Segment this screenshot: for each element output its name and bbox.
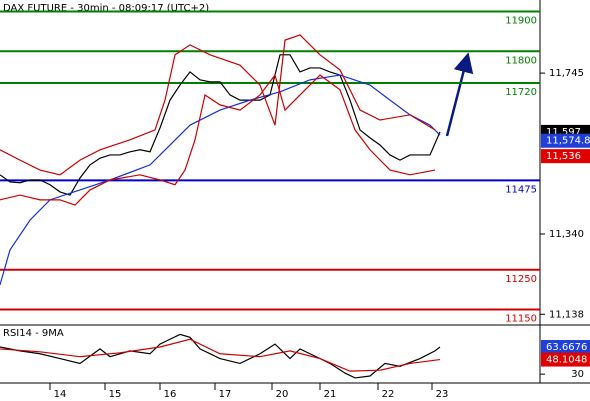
price-marker bbox=[541, 133, 590, 148]
level-label: 11150 bbox=[505, 314, 537, 325]
trend-arrow bbox=[445, 52, 474, 137]
level-label: 11475 bbox=[505, 184, 537, 195]
chart-title: DAX FUTURE - 30min - 08:09:17 (UTC+2) bbox=[3, 3, 209, 14]
series-line bbox=[0, 34, 436, 176]
x-tick-label: 20 bbox=[276, 389, 289, 400]
x-tick-label: 17 bbox=[219, 389, 232, 400]
rsi-title: RSI14 - 9MA bbox=[3, 328, 64, 339]
series-line bbox=[0, 333, 441, 379]
x-tick-label: 15 bbox=[109, 389, 122, 400]
level-label: 11800 bbox=[505, 55, 537, 66]
price-marker-label: 11,597 bbox=[546, 127, 581, 138]
series-line bbox=[0, 54, 441, 196]
price-marker-label: 11,574.8 bbox=[546, 136, 590, 147]
price-marker bbox=[541, 352, 590, 367]
price-marker bbox=[541, 340, 590, 355]
y-tick-label: 30 bbox=[571, 369, 584, 380]
x-tick-label: 22 bbox=[382, 389, 395, 400]
x-tick-label: 23 bbox=[436, 389, 449, 400]
y-tick-label: 11,745 bbox=[549, 68, 584, 79]
y-tick-label: 11,340 bbox=[549, 229, 584, 240]
x-tick-label: 14 bbox=[54, 389, 67, 400]
price-marker-label: 11,536 bbox=[546, 151, 581, 162]
x-tick-label: 16 bbox=[164, 389, 177, 400]
x-tick-label: 21 bbox=[324, 389, 337, 400]
price-marker-label: 63.6676 bbox=[546, 342, 587, 353]
series-line bbox=[0, 338, 441, 372]
price-marker-label: 48.1048 bbox=[546, 355, 587, 366]
series-line bbox=[0, 73, 436, 206]
y-tick-label: 11,138 bbox=[549, 309, 584, 320]
level-label: 11720 bbox=[505, 87, 537, 98]
level-label: 11250 bbox=[505, 274, 537, 285]
price-marker bbox=[541, 149, 590, 164]
level-label: 11900 bbox=[505, 16, 537, 27]
